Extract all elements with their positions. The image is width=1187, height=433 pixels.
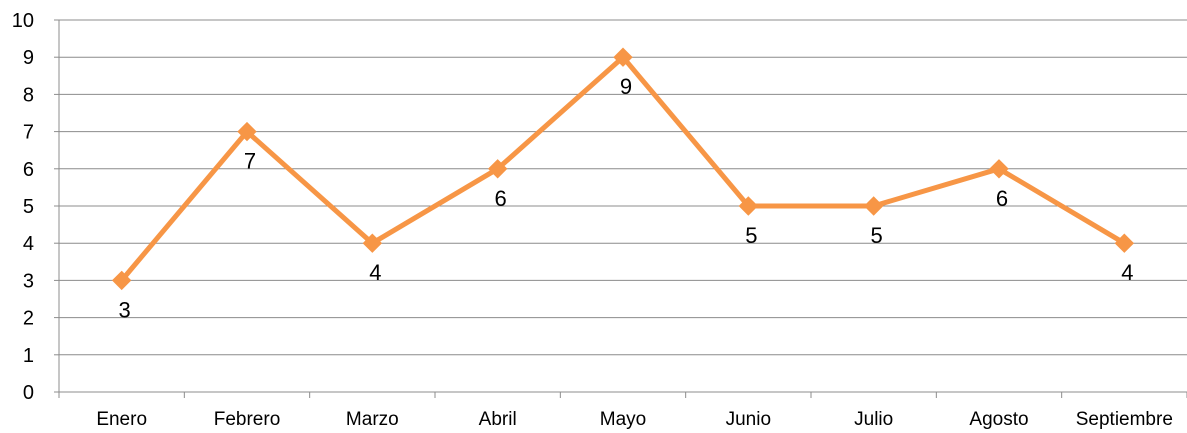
data-labels: 3 7 4 6 9 5 5 6 4 <box>119 74 1134 322</box>
gridlines <box>59 19 1187 356</box>
x-category-label-septiembre: Septiembre <box>1076 409 1173 430</box>
y-tick-label-9: 9 <box>23 47 34 69</box>
data-point-julio <box>863 196 884 216</box>
data-label-septiembre: 4 <box>1121 260 1133 285</box>
data-point-agosto <box>989 159 1009 179</box>
y-tick-label-7: 7 <box>23 122 34 144</box>
x-category-label-junio: Junio <box>726 409 771 430</box>
data-label-julio: 5 <box>871 223 883 248</box>
x-category-label-abril: Abril <box>479 409 517 430</box>
y-tick-label-5: 5 <box>23 196 34 218</box>
data-label-mayo: 9 <box>620 74 632 99</box>
y-tick-label-4: 4 <box>23 233 34 255</box>
y-tick-label-8: 8 <box>23 84 34 106</box>
data-point-septiembre <box>1114 233 1135 253</box>
data-point-abril <box>487 159 508 179</box>
data-label-abril: 6 <box>495 186 507 211</box>
data-label-junio: 5 <box>745 223 757 248</box>
y-tick-label-1: 1 <box>23 345 34 367</box>
y-axis-ticks: 0 1 2 3 4 5 6 7 8 9 10 <box>12 10 59 404</box>
data-point-enero <box>111 270 132 291</box>
y-tick-label-2: 2 <box>23 308 34 330</box>
data-label-marzo: 4 <box>369 260 381 285</box>
y-tick-label-3: 3 <box>23 270 34 292</box>
data-point-mayo <box>613 47 633 67</box>
x-category-label-mayo: Mayo <box>600 409 646 430</box>
x-axis-categories: Enero Febrero Marzo Abril Mayo Junio Julio Agos… <box>58 392 1187 430</box>
x-category-label-enero: Enero <box>96 409 147 430</box>
data-label-agosto: 6 <box>996 186 1008 211</box>
y-tick-label-10: 10 <box>12 10 34 32</box>
y-tick-label-0: 0 <box>23 382 34 404</box>
data-point-marzo <box>362 233 383 253</box>
data-label-febrero: 7 <box>244 149 256 174</box>
data-point-junio <box>738 196 759 216</box>
y-tick-label-6: 6 <box>23 159 34 181</box>
x-category-label-julio: Julio <box>854 409 893 430</box>
x-category-label-febrero: Febrero <box>214 409 281 430</box>
series <box>111 47 1135 291</box>
x-category-label-marzo: Marzo <box>346 409 399 430</box>
data-label-enero: 3 <box>119 297 131 322</box>
x-category-label-agosto: Agosto <box>969 409 1028 430</box>
data-point-febrero <box>237 121 257 142</box>
